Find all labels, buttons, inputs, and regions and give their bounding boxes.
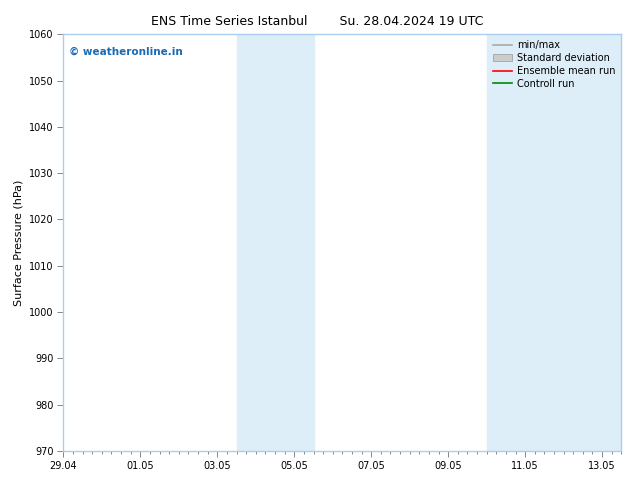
Legend: min/max, Standard deviation, Ensemble mean run, Controll run: min/max, Standard deviation, Ensemble me… <box>489 36 619 93</box>
Text: ENS Time Series Istanbul        Su. 28.04.2024 19 UTC: ENS Time Series Istanbul Su. 28.04.2024 … <box>151 15 483 28</box>
Bar <box>236 34 313 451</box>
Y-axis label: Surface Pressure (hPa): Surface Pressure (hPa) <box>13 179 23 306</box>
Text: © weatheronline.in: © weatheronline.in <box>69 47 183 57</box>
Bar <box>487 34 621 451</box>
